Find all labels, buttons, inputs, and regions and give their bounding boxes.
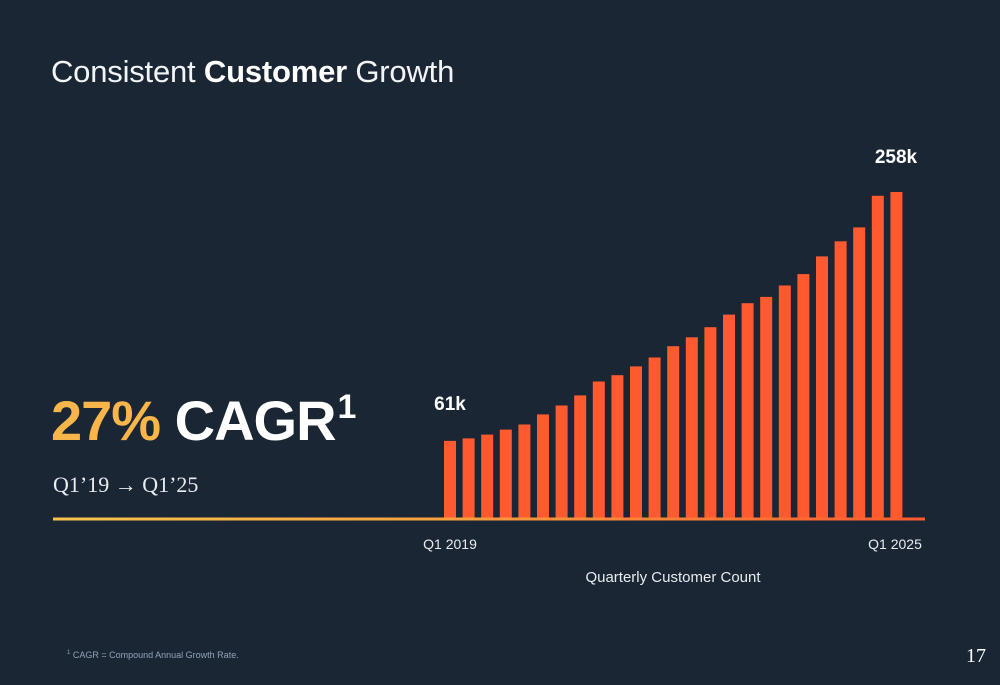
bar-q1-2022 [667, 346, 680, 518]
cagr-footnote-marker: 1 [337, 388, 357, 426]
bar-q2-2024 [834, 241, 847, 519]
bar-q1-2024 [816, 256, 828, 518]
bar-q1-2025 [890, 192, 903, 518]
bar-series [444, 192, 903, 519]
x-tick-last: Q1 2025 [868, 536, 922, 552]
bar-q4-2021 [648, 357, 661, 518]
data-label-last: 258k [875, 147, 918, 168]
slide-title: Consistent Customer Growth [51, 54, 455, 89]
footnote: 1 CAGR = Compound Annual Growth Rate. [67, 650, 239, 660]
bar-q4-2024 [871, 195, 884, 519]
cagr-label: CAGR [174, 389, 337, 452]
cagr-period: Q1’19 → Q1’25 [53, 472, 199, 497]
bar-q1-2020 [518, 424, 531, 518]
bar-q2-2021 [611, 375, 624, 518]
bar-q2-2020 [537, 414, 549, 518]
bar-q4-2022 [723, 314, 735, 518]
bar-q4-2019 [499, 429, 512, 518]
bar-q3-2023 [778, 285, 791, 518]
bar-q4-2023 [797, 274, 810, 518]
data-label-first: 61k [434, 394, 466, 415]
bar-q3-2019 [481, 434, 494, 518]
bar-q1-2021 [592, 381, 605, 518]
cagr-value: 27% [51, 389, 161, 452]
bar-q3-2024 [853, 227, 866, 518]
bar-q1-2019 [444, 440, 456, 518]
bar-q4-2020 [574, 395, 587, 518]
bar-q2-2019 [462, 438, 475, 518]
baseline [53, 517, 925, 521]
bar-q1-2023 [741, 303, 754, 518]
page-number: 17 [966, 645, 986, 667]
bar-q3-2022 [704, 327, 717, 518]
bar-q2-2023 [760, 296, 773, 518]
bar-q3-2020 [555, 405, 568, 518]
title-emphasis: Customer [203, 54, 347, 89]
cagr-headline: 27% CAGR1 [51, 388, 357, 452]
x-axis-label: Quarterly Customer Count [585, 569, 761, 586]
bar-q2-2022 [685, 337, 698, 518]
x-tick-first: Q1 2019 [423, 536, 477, 552]
bar-q3-2021 [630, 366, 642, 518]
